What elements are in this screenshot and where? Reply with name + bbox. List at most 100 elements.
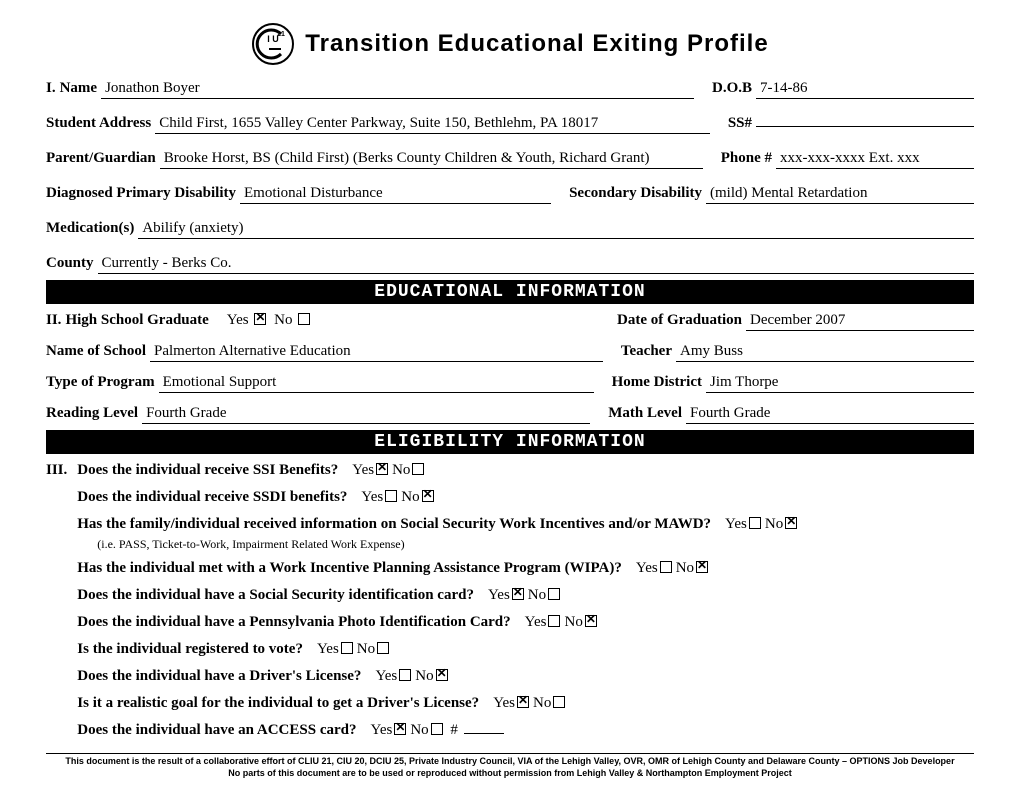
label-address: Student Address bbox=[46, 115, 151, 132]
yes-checkbox[interactable] bbox=[399, 669, 411, 681]
section-I: I. bbox=[46, 80, 56, 97]
label-dob: D.O.B bbox=[712, 80, 752, 97]
field-dob[interactable]: 7-14-86 bbox=[756, 80, 974, 99]
no-checkbox[interactable] bbox=[412, 463, 424, 475]
field-address[interactable]: Child First, 1655 Valley Center Parkway,… bbox=[155, 115, 710, 134]
page-title: Transition Educational Exiting Profile bbox=[305, 30, 768, 58]
yes-label: Yes bbox=[725, 516, 747, 532]
eligibility-yn: YesNo bbox=[525, 614, 601, 630]
eligibility-row: Does the individual have an ACCESS card?… bbox=[77, 722, 974, 739]
no-checkbox[interactable] bbox=[436, 669, 448, 681]
banner-eligibility: ELIGIBILITY INFORMATION bbox=[46, 430, 974, 454]
label-ss: SS# bbox=[728, 115, 752, 132]
field-ss[interactable] bbox=[756, 125, 974, 127]
field-primary[interactable]: Emotional Disturbance bbox=[240, 185, 551, 204]
row-parent: Parent/Guardian Brooke Horst, BS (Child … bbox=[46, 150, 974, 169]
yes-label: Yes bbox=[488, 587, 510, 603]
field-teacher[interactable]: Amy Buss bbox=[676, 343, 974, 362]
yes-label: Yes bbox=[361, 489, 383, 505]
yes-checkbox[interactable] bbox=[376, 463, 388, 475]
yes-checkbox[interactable] bbox=[512, 588, 524, 600]
field-school[interactable]: Palmerton Alternative Education bbox=[150, 343, 603, 362]
yes-checkbox[interactable] bbox=[749, 517, 761, 529]
eligibility-question: Has the family/individual received infor… bbox=[77, 516, 711, 532]
eligibility-question: Has the individual met with a Work Incen… bbox=[77, 560, 622, 576]
no-label: No bbox=[415, 668, 433, 684]
number-field[interactable] bbox=[464, 733, 504, 734]
footer-line-1: This document is the result of a collabo… bbox=[46, 756, 974, 768]
row-levels: Reading Level Fourth Grade Math Level Fo… bbox=[46, 405, 974, 424]
yes-checkbox[interactable] bbox=[660, 561, 672, 573]
eligibility-question: Does the individual have a Pennsylvania … bbox=[77, 614, 510, 630]
row-program: Type of Program Emotional Support Home D… bbox=[46, 374, 974, 393]
no-label: No bbox=[410, 722, 428, 738]
field-program[interactable]: Emotional Support bbox=[159, 374, 594, 393]
field-phone[interactable]: xxx-xxx-xxxx Ext. xxx bbox=[776, 150, 974, 169]
no-checkbox[interactable] bbox=[422, 490, 434, 502]
eligibility-row: Does the individual have a Pennsylvania … bbox=[77, 614, 974, 631]
yes-checkbox[interactable] bbox=[548, 615, 560, 627]
yes-label: Yes bbox=[493, 695, 515, 711]
field-secondary[interactable]: (mild) Mental Retardation bbox=[706, 185, 974, 204]
field-parent[interactable]: Brooke Horst, BS (Child First) (Berks Co… bbox=[160, 150, 703, 169]
eligibility-row: Has the individual met with a Work Incen… bbox=[77, 560, 974, 577]
section-III: III. bbox=[46, 462, 67, 479]
eligibility-question: Does the individual have a Social Securi… bbox=[77, 587, 474, 603]
eligibility-yn: YesNo bbox=[317, 641, 393, 657]
eligibility-row: Does the individual have a Social Securi… bbox=[77, 587, 974, 604]
yes-checkbox[interactable] bbox=[517, 696, 529, 708]
field-county[interactable]: Currently - Berks Co. bbox=[98, 255, 974, 274]
no-label: No bbox=[676, 560, 694, 576]
yes-label: Yes bbox=[371, 722, 393, 738]
footer: This document is the result of a collabo… bbox=[46, 753, 974, 779]
label-school: Name of School bbox=[46, 343, 146, 360]
yes-label: Yes bbox=[317, 641, 339, 657]
banner-educational: EDUCATIONAL INFORMATION bbox=[46, 280, 974, 304]
field-grad-date[interactable]: December 2007 bbox=[746, 312, 974, 331]
label-county: County bbox=[46, 255, 94, 272]
footer-line-2: No parts of this document are to be used… bbox=[46, 768, 974, 780]
no-label: No bbox=[392, 462, 410, 478]
hs-grad-yes-checkbox[interactable] bbox=[254, 313, 266, 325]
label-primary: Diagnosed Primary Disability bbox=[46, 185, 236, 202]
label-name: Name bbox=[60, 80, 98, 97]
number-label: # bbox=[447, 722, 462, 738]
cliu-logo-icon: I U 21 bbox=[251, 22, 295, 66]
row-county: County Currently - Berks Co. bbox=[46, 255, 974, 274]
no-checkbox[interactable] bbox=[377, 642, 389, 654]
yes-checkbox[interactable] bbox=[394, 723, 406, 735]
no-checkbox[interactable] bbox=[548, 588, 560, 600]
label-grad-date: Date of Graduation bbox=[617, 312, 742, 329]
label-program: Type of Program bbox=[46, 374, 155, 391]
no-checkbox[interactable] bbox=[431, 723, 443, 735]
field-name[interactable]: Jonathon Boyer bbox=[101, 80, 694, 99]
row-name-dob: I. Name Jonathon Boyer D.O.B 7-14-86 bbox=[46, 80, 974, 99]
eligibility-row: Does the individual receive SSI Benefits… bbox=[77, 462, 974, 479]
field-meds[interactable]: Abilify (anxiety) bbox=[138, 220, 974, 239]
row-disability: Diagnosed Primary Disability Emotional D… bbox=[46, 185, 974, 204]
no-checkbox[interactable] bbox=[696, 561, 708, 573]
yes-label: Yes bbox=[636, 560, 658, 576]
yes-checkbox[interactable] bbox=[341, 642, 353, 654]
hs-grad-yn: Yes No bbox=[227, 312, 617, 329]
no-checkbox[interactable] bbox=[553, 696, 565, 708]
no-checkbox[interactable] bbox=[785, 517, 797, 529]
eligibility-yn: YesNo bbox=[361, 489, 437, 505]
field-math[interactable]: Fourth Grade bbox=[686, 405, 974, 424]
yes-checkbox[interactable] bbox=[385, 490, 397, 502]
label-parent: Parent/Guardian bbox=[46, 150, 156, 167]
eligibility-yn: YesNo bbox=[493, 695, 569, 711]
field-district[interactable]: Jim Thorpe bbox=[706, 374, 974, 393]
label-secondary: Secondary Disability bbox=[569, 185, 702, 202]
eligibility-question: Does the individual have an ACCESS card? bbox=[77, 722, 356, 738]
eligibility-question: Does the individual receive SSDI benefit… bbox=[77, 489, 347, 505]
no-checkbox[interactable] bbox=[585, 615, 597, 627]
eligibility-row: Is it a realistic goal for the individua… bbox=[77, 695, 974, 712]
eligibility-question: Is the individual registered to vote? bbox=[77, 641, 303, 657]
row-address: Student Address Child First, 1655 Valley… bbox=[46, 115, 974, 134]
hs-grad-no-checkbox[interactable] bbox=[298, 313, 310, 325]
label-reading: Reading Level bbox=[46, 405, 138, 422]
header: I U 21 Transition Educational Exiting Pr… bbox=[46, 22, 974, 66]
field-reading[interactable]: Fourth Grade bbox=[142, 405, 590, 424]
eligibility-yn: YesNo bbox=[725, 516, 801, 532]
